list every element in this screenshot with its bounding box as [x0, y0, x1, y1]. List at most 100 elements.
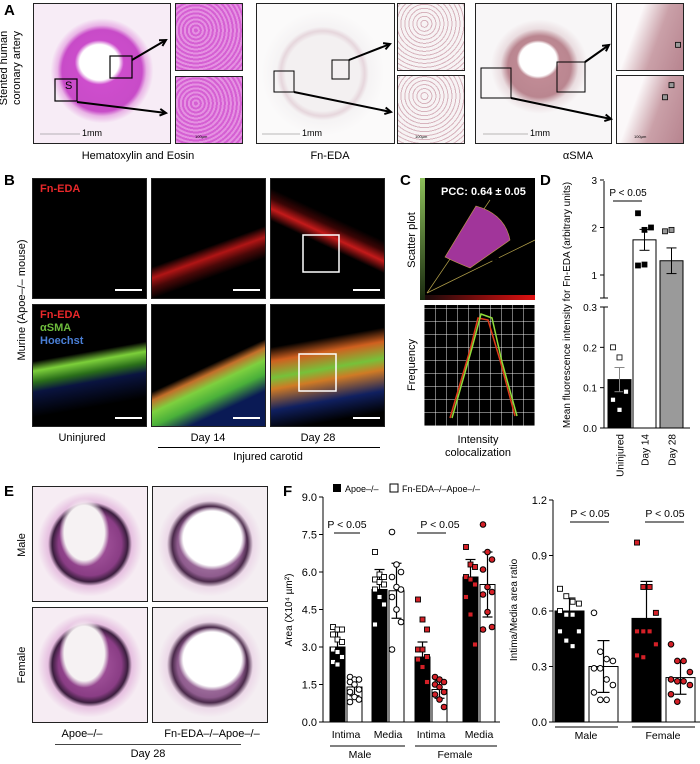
y-tick-label: 0.0 — [583, 424, 597, 435]
data-point-circle — [484, 548, 491, 556]
y-tick-label: 3.0 — [302, 642, 317, 654]
y-tick-label: 0.3 — [532, 662, 547, 674]
data-point-circle — [603, 655, 610, 663]
he-inset-top — [175, 3, 243, 71]
data-point-square — [472, 581, 478, 588]
asma-overview-image — [475, 3, 612, 144]
data-point-circle — [686, 681, 694, 689]
significance-label: P < 0.05 — [327, 519, 366, 531]
vvg-fneda-male-image — [152, 486, 268, 602]
red-axis-gradient — [425, 295, 535, 300]
data-point — [610, 344, 616, 351]
data-point — [635, 262, 641, 269]
data-point-square — [463, 594, 469, 600]
channel-label-hoechst: Hoechst — [40, 335, 84, 347]
data-point-square — [334, 649, 341, 655]
data-point — [648, 224, 654, 231]
data-point-circle — [355, 686, 363, 693]
y-tick-label: 0.6 — [532, 606, 547, 618]
x-tick-label: Day 28 — [668, 434, 679, 466]
pointer-arrow — [491, 257, 511, 271]
zoom-arrow-head — [159, 108, 169, 117]
data-point-square — [557, 608, 563, 614]
caption-fneda-apoe: Fn-EDA–/–Apoe–/– — [164, 728, 260, 740]
legend-swatch-fneda — [389, 483, 399, 493]
colocalization-label: colocalization — [444, 447, 512, 459]
data-point-circle — [603, 676, 610, 683]
inset-scale-label: 100µm — [195, 134, 208, 139]
data-point-circle — [351, 681, 358, 688]
data-point-square — [424, 654, 430, 660]
data-point-circle — [388, 646, 396, 653]
zoom-arrow-head — [382, 42, 392, 51]
data-point-square — [640, 628, 647, 635]
fn-eda-uninjured-image — [32, 178, 147, 299]
panel-label-e: E — [4, 483, 15, 500]
data-point-square — [419, 664, 426, 670]
channel-label-asma: αSMA — [40, 322, 72, 334]
data-point-circle — [440, 688, 448, 696]
data-point — [635, 210, 641, 217]
inset-scale-label: 100µm — [634, 134, 647, 139]
data-point-square — [339, 639, 345, 645]
data-point — [641, 226, 648, 233]
data-point-circle — [667, 676, 675, 683]
scale-label-fn: 1mm — [302, 128, 322, 138]
data-point-square — [634, 652, 640, 659]
data-point-circle — [388, 528, 396, 536]
data-point-square — [563, 637, 570, 644]
data-point-circle — [680, 657, 687, 665]
data-point-square — [424, 679, 430, 685]
zoom-arrow — [510, 97, 612, 120]
vvg-apoe-female-image — [32, 607, 148, 723]
data-point-circle — [397, 618, 405, 626]
data-point-circle — [597, 696, 604, 704]
data-point — [675, 41, 681, 48]
x-tick-label: Day 14 — [641, 434, 652, 466]
data-point — [610, 396, 616, 403]
data-point-circle — [686, 668, 694, 676]
data-point-square — [334, 661, 341, 668]
data-point-square — [372, 586, 378, 593]
data-point-square — [557, 628, 563, 635]
panel-label-f: F — [283, 483, 293, 500]
data-point-square — [467, 611, 474, 618]
legend-swatch-apoe — [333, 484, 341, 492]
y-tick-label: 4.5 — [302, 605, 317, 617]
y-tick-label: 1.5 — [302, 680, 317, 692]
data-point-square — [575, 600, 582, 607]
data-point-square — [634, 628, 640, 635]
threshold-line — [426, 239, 536, 294]
he-inset-bottom — [175, 76, 243, 144]
zoom-box — [298, 353, 337, 392]
y-tick-label: 6.0 — [302, 567, 317, 579]
data-point-circle — [590, 609, 598, 617]
data-point — [616, 354, 623, 361]
data-point-circle — [590, 665, 598, 672]
panel-label-a: A — [4, 2, 15, 19]
data-point-circle — [609, 657, 617, 665]
zoom-arrow-head — [604, 113, 614, 122]
caption-asma: αSMA — [562, 150, 594, 162]
pointer-arrow — [445, 204, 466, 219]
data-point-square — [640, 584, 647, 590]
y-tick-label: 0.1 — [583, 384, 597, 395]
data-point-circle — [597, 665, 604, 672]
data-point — [616, 406, 623, 413]
intensity-label: Intensity — [457, 434, 499, 446]
zoom-box — [302, 234, 340, 273]
data-point-square — [419, 616, 426, 623]
x-tick-label: Uninjured — [616, 434, 627, 477]
data-point-circle — [393, 561, 400, 568]
data-point-circle — [667, 641, 675, 648]
panel-label-c: C — [400, 172, 411, 189]
fn-eda-overview-image — [256, 3, 395, 144]
y-tick-label: 0.0 — [532, 717, 547, 729]
data-point-square — [376, 594, 383, 600]
data-point-circle — [388, 573, 396, 581]
data-point-circle — [431, 691, 439, 698]
merge-uninjured-image — [32, 304, 147, 427]
data-point-circle — [667, 690, 675, 698]
zoom-arrow-head — [384, 106, 394, 116]
